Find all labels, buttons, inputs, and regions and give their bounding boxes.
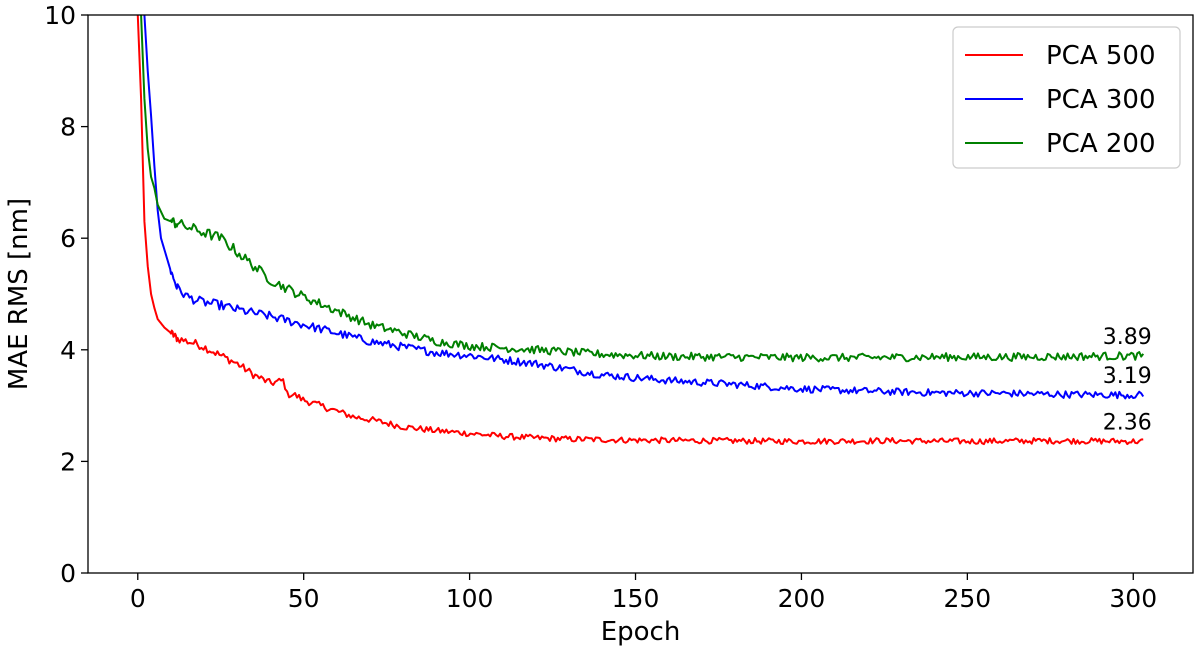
x-tick-label: 50	[288, 584, 320, 613]
y-tick-label: 8	[60, 113, 76, 142]
legend-label: PCA 300	[1046, 85, 1156, 115]
legend: PCA 500 PCA 300 PCA 200	[952, 26, 1181, 169]
end-value-label: 2.36	[1103, 410, 1152, 435]
series-layer	[136, 15, 1145, 446]
x-tick-label: 0	[130, 584, 146, 613]
x-tick-label: 250	[943, 584, 991, 613]
x-tick-label: 300	[1109, 584, 1157, 613]
legend-label: PCA 200	[1046, 129, 1156, 159]
series-line-pca-200	[140, 15, 1145, 363]
end-value-label: 3.19	[1103, 364, 1152, 389]
end-value-label: 3.89	[1103, 325, 1152, 350]
y-axis-label: MAE RMS [nm]	[4, 198, 34, 390]
legend-label: PCA 500	[1046, 41, 1156, 71]
axes-layer: 0 50 100 150 200 250 300 0 2 4 6 8 10	[44, 1, 1157, 613]
end-value-labels: 3.89 3.19 2.36	[1103, 325, 1152, 435]
y-tick-label: 0	[60, 559, 76, 588]
x-tick-label: 150	[612, 584, 660, 613]
plot-frame	[87, 14, 1194, 574]
y-tick-label: 2	[60, 447, 76, 476]
series-line-pca-500	[136, 15, 1144, 446]
y-tick-label: 4	[60, 336, 76, 365]
y-tick-label: 10	[44, 1, 76, 30]
x-tick-label: 200	[778, 584, 826, 613]
x-tick-label: 100	[446, 584, 494, 613]
legend-box	[952, 26, 1181, 169]
series-line-pca-300	[143, 15, 1145, 400]
y-tick-label: 6	[60, 224, 76, 253]
x-axis-label: Epoch	[601, 617, 681, 647]
